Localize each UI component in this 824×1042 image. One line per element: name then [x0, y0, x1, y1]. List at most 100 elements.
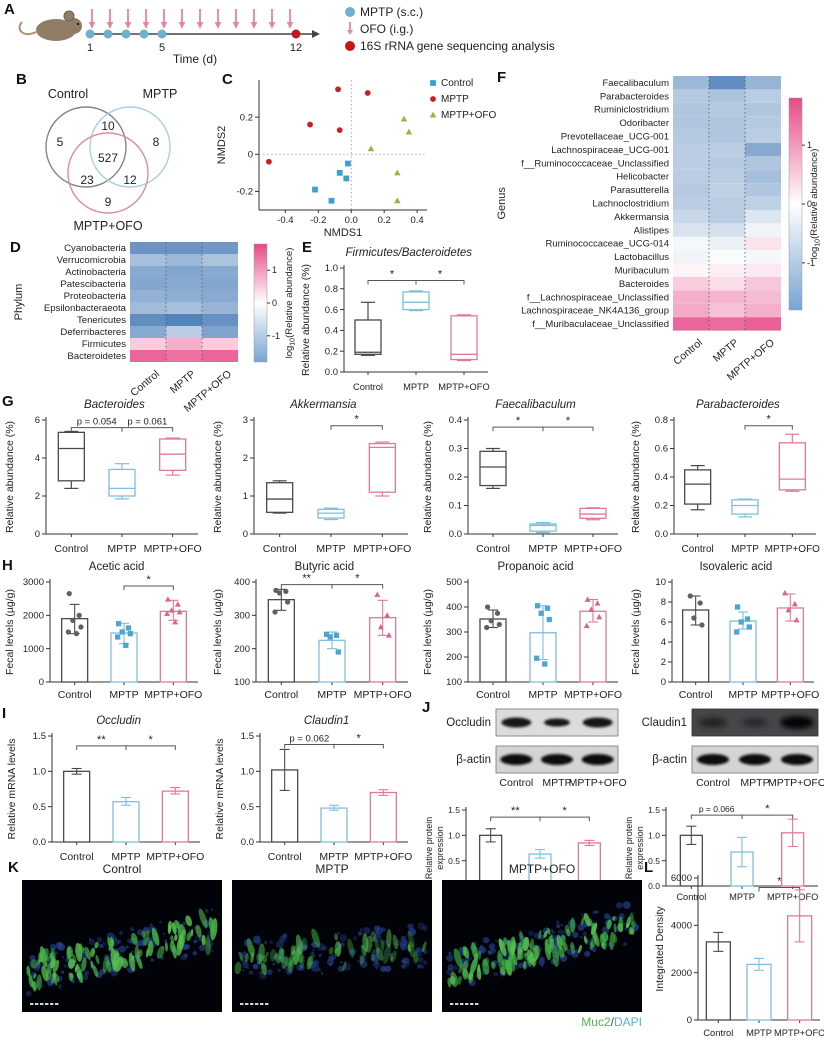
svg-text:MPTP (s.c.): MPTP (s.c.)	[360, 5, 423, 19]
svg-text:Control: Control	[499, 777, 533, 789]
svg-text:Control: Control	[441, 78, 473, 89]
svg-text:*: *	[563, 805, 568, 817]
svg-text:16S rRNA gene sequencing analy: 16S rRNA gene sequencing analysis	[360, 39, 555, 53]
svg-text:0: 0	[243, 529, 248, 540]
svg-text:Fecal levels (µg/g): Fecal levels (µg/g)	[422, 589, 434, 675]
svg-text:2000: 2000	[23, 611, 44, 622]
svg-text:23: 23	[80, 173, 94, 187]
svg-text:Firmicutes: Firmicutes	[82, 339, 126, 350]
panel-g-parabacteroides-boxplot: 0.0 0.2 0.4 0.6 0.8 Control MPTP MPTP+OFO Relati…	[630, 399, 820, 555]
panel-label-g: G	[2, 393, 14, 410]
svg-text:MPTP+OFO: MPTP+OFO	[438, 382, 489, 392]
svg-text:0.5: 0.5	[241, 802, 254, 813]
svg-text:MPTP: MPTP	[711, 337, 741, 365]
svg-text:Bacteroides: Bacteroides	[84, 399, 145, 411]
caption-dapi-label: DAPI	[613, 1015, 642, 1029]
svg-text:Akkermansia: Akkermansia	[289, 399, 356, 411]
svg-text:0.2: 0.2	[240, 112, 253, 123]
svg-text:0.2: 0.2	[449, 472, 462, 483]
svg-text:Claudin1: Claudin1	[304, 715, 349, 727]
svg-text:MPTP: MPTP	[441, 94, 469, 105]
svg-text:9: 9	[105, 195, 112, 209]
svg-text:12: 12	[123, 173, 137, 187]
svg-text:Control: Control	[353, 382, 383, 392]
svg-text:100: 100	[446, 677, 462, 688]
svg-text:0.0: 0.0	[648, 881, 660, 891]
svg-text:Control: Control	[682, 544, 714, 555]
svg-text:0.6: 0.6	[325, 305, 338, 316]
svg-text:*: *	[355, 573, 360, 585]
svg-text:1.5: 1.5	[648, 805, 660, 815]
svg-text:Bacteroides: Bacteroides	[619, 279, 669, 290]
svg-text:Ruminiclostridium: Ruminiclostridium	[594, 105, 669, 116]
panel-label-e: E	[302, 239, 313, 256]
panel-g-bacteroides-boxplot: 0 2 4 6 Control MPTP MPTP+OFO Relative abundanc…	[4, 399, 202, 555]
svg-text:10: 10	[655, 577, 666, 588]
svg-text:MPTP: MPTP	[528, 543, 557, 555]
svg-text:MPTP: MPTP	[728, 689, 757, 701]
svg-text:Occludin: Occludin	[446, 717, 491, 729]
svg-text:Control: Control	[48, 87, 88, 101]
svg-text:MPTP: MPTP	[143, 87, 178, 101]
svg-text:f__Muribaculaceae_Unclassified: f__Muribaculaceae_Unclassified	[532, 319, 669, 330]
svg-text:Akkermansia: Akkermansia	[614, 212, 670, 223]
svg-text:OFO (i.g.): OFO (i.g.)	[360, 22, 413, 36]
svg-text:1.0: 1.0	[325, 263, 338, 274]
svg-text:0: 0	[272, 298, 277, 308]
svg-text:1.0: 1.0	[33, 767, 46, 778]
svg-text:MPTP: MPTP	[542, 777, 571, 789]
panel-h-propanoic-barchart: 100 200 300 400 500 Control MPTP MPTP+OFO Fecal …	[422, 561, 622, 701]
svg-text:MPTP: MPTP	[111, 851, 140, 863]
svg-text:MPTP+OFO: MPTP+OFO	[441, 110, 497, 121]
svg-text:Propanoic acid: Propanoic acid	[497, 561, 573, 573]
svg-text:-1: -1	[807, 258, 815, 268]
svg-text:Proteobacteria: Proteobacteria	[64, 291, 127, 302]
svg-text:Occludin: Occludin	[96, 715, 141, 727]
svg-text:0.0: 0.0	[449, 529, 462, 540]
svg-text:5: 5	[159, 42, 165, 54]
svg-text:6000: 6000	[671, 873, 692, 884]
svg-text:400: 400	[446, 602, 462, 613]
svg-text:β-actin: β-actin	[652, 754, 687, 766]
svg-text:Lactobacillus: Lactobacillus	[614, 252, 669, 263]
micrograph-caption: Muc2/DAPI	[512, 1015, 642, 1029]
panel-a-timeline-diagram: 1 5 12 Time (d) MPTP (s.c.) OFO (i.g.) 16S rRN…	[18, 5, 555, 66]
svg-text:MPTP: MPTP	[107, 543, 136, 555]
svg-text:1.0: 1.0	[648, 831, 660, 841]
svg-text:1: 1	[87, 42, 93, 54]
svg-text:MPTP+OFO: MPTP+OFO	[767, 892, 818, 902]
svg-text:MPTP+OFO: MPTP+OFO	[768, 777, 824, 789]
svg-text:8: 8	[153, 135, 160, 149]
svg-text:2: 2	[243, 453, 248, 464]
panel-g-akkermansia-boxplot: 0 1 2 3 Control MPTP MPTP+OFO Relative abundanc…	[212, 399, 411, 555]
svg-text:log10(Relative abundance): log10(Relative abundance)	[809, 149, 822, 260]
svg-text:0.8: 0.8	[325, 284, 338, 295]
svg-text:0: 0	[807, 199, 812, 209]
svg-text:0.0: 0.0	[655, 529, 668, 540]
svg-text:1.5: 1.5	[448, 805, 460, 815]
svg-text:Parabacteroides: Parabacteroides	[600, 91, 669, 102]
svg-text:Time (d): Time (d)	[173, 52, 217, 66]
svg-text:Isovaleric acid: Isovaleric acid	[699, 561, 772, 573]
svg-text:300: 300	[446, 627, 462, 638]
svg-text:MPTP+OFO: MPTP+OFO	[146, 851, 204, 863]
svg-text:*: *	[777, 875, 782, 887]
svg-text:p = 0.061: p = 0.061	[127, 417, 167, 428]
svg-text:Parasutterella: Parasutterella	[610, 185, 669, 196]
svg-text:p = 0.066: p = 0.066	[699, 804, 735, 814]
svg-text:MPTP+OFO: MPTP+OFO	[774, 1028, 824, 1038]
panel-f-genus-heatmap: Faecalibaculum Parabacteroides Ruminiclost…	[496, 76, 822, 383]
svg-text:Control: Control	[703, 1028, 733, 1038]
svg-text:**: **	[97, 734, 106, 746]
svg-text:Patescibacteria: Patescibacteria	[60, 279, 126, 290]
svg-text:1000: 1000	[23, 644, 44, 655]
panel-label-b: B	[16, 71, 27, 88]
svg-text:β-actin: β-actin	[456, 754, 491, 766]
svg-text:MPTP+OFO: MPTP+OFO	[564, 689, 622, 701]
svg-text:400: 400	[234, 577, 250, 588]
svg-text:Control: Control	[60, 851, 94, 863]
svg-text:Epsilonbacteraeota: Epsilonbacteraeota	[44, 303, 127, 314]
micrograph-label-mptp-ofo: MPTP+OFO	[508, 862, 576, 876]
svg-text:MPTP+OFO: MPTP+OFO	[569, 777, 627, 789]
svg-text:*: *	[516, 415, 521, 427]
